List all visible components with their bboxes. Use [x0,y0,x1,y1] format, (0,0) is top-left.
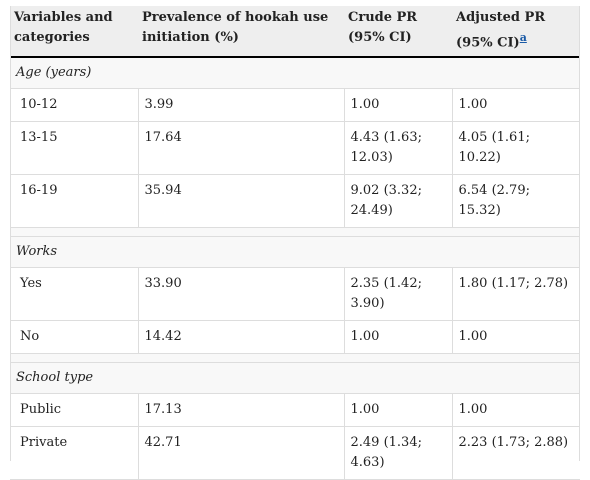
crude-pr-cell: 2.35 (1.42; 3.90) [344,267,453,322]
crude-pr-value: 1.00 [350,329,380,345]
header-adjusted-line2: (95% CI) [456,35,520,51]
header-variables: Variables and categories [10,6,138,59]
prevalence-cell: 3.99 [138,88,345,123]
category-cell: 13-15 [10,121,139,176]
header-prevalence-line2: initiation (%) [142,30,239,45]
adjusted-pr-cell: 6.54 (2.79; 15.32) [452,174,580,229]
footnote-a-link[interactable]: a [519,31,527,44]
header-variables-line2: categories [14,30,90,45]
prevalence-cell: 17.13 [138,393,345,428]
table-row: 16-19 35.94 9.02 (3.32; 24.49) 6.54 (2.79… [10,174,580,229]
header-adjusted-pr: Adjusted PR (95% CI)a [452,6,580,59]
category-cell: 16-19 [10,174,139,229]
header-variables-line1: Variables and [14,10,113,25]
crude-pr-value: 2.35 (1.42; [350,276,422,292]
table-body: Age (years) 10-12 3.99 1.00 1.00 13-15 1… [10,57,580,480]
table-row: No 14.42 1.00 1.00 [10,320,580,355]
adjusted-pr-value: 1.00 [458,329,488,345]
category-cell: No [10,320,139,355]
crude-pr-value: 1.00 [350,97,380,113]
crude-pr-value: 2.49 (1.34; [350,435,422,451]
crude-pr-value-cont: 12.03) [350,150,393,166]
adjusted-pr-value-cont: 15.32) [458,203,501,219]
adjusted-pr-cell: 1.00 [452,320,580,355]
adjusted-pr-cell: 1.80 (1.17; 2.78) [452,267,580,322]
header-crude-line2: (95% CI) [348,30,412,45]
crude-pr-value: 1.00 [350,402,380,418]
crude-pr-value-cont: 24.49) [350,203,393,219]
crude-pr-cell: 1.00 [344,320,453,355]
adjusted-pr-value: 4.05 (1.61; [458,130,530,146]
crude-pr-cell: 9.02 (3.32; 24.49) [344,174,453,229]
crude-pr-cell: 4.43 (1.63; 12.03) [344,121,453,176]
prevalence-cell: 33.90 [138,267,345,322]
crude-pr-value-cont: 3.90) [350,296,385,312]
prevalence-cell: 35.94 [138,174,345,229]
adjusted-pr-value: 1.00 [458,97,488,113]
adjusted-pr-value: 2.23 (1.73; 2.88) [458,435,569,451]
table-row: 10-12 3.99 1.00 1.00 [10,88,580,123]
adjusted-pr-cell: 2.23 (1.73; 2.88) [452,426,580,480]
prevalence-cell: 42.71 [138,426,345,480]
header-prevalence-line1: Prevalence of hookah use [142,10,329,25]
crude-pr-cell: 1.00 [344,88,453,123]
adjusted-pr-value: 1.00 [458,402,488,418]
header-prevalence: Prevalence of hookah use initiation (%) [138,6,344,59]
header-row: Variables and categories Prevalence of h… [10,6,580,59]
prevalence-cell: 14.42 [138,320,345,355]
category-cell: Public [10,393,139,428]
section-spacer [10,353,580,364]
crude-pr-cell: 2.49 (1.34; 4.63) [344,426,453,480]
crude-pr-value-cont: 4.63) [350,455,385,471]
adjusted-pr-cell: 4.05 (1.61; 10.22) [452,121,580,176]
header-adjusted-line1: Adjusted PR [456,10,546,25]
category-cell: Yes [10,267,139,322]
header-crude-pr: Crude PR (95% CI) [344,6,452,59]
section-works: Works [10,236,580,269]
section-age: Age (years) [10,57,580,90]
page: Variables and categories Prevalence of h… [10,6,580,480]
adjusted-pr-cell: 1.00 [452,393,580,428]
crude-pr-value: 9.02 (3.32; [350,183,422,199]
adjusted-pr-value-cont: 10.22) [458,150,501,166]
section-spacer [10,227,580,238]
adjusted-pr-cell: 1.00 [452,88,580,123]
adjusted-pr-value: 1.80 (1.17; 2.78) [458,276,569,292]
prevalence-cell: 17.64 [138,121,345,176]
spacer-cell [10,353,580,364]
section-title: Works [10,236,580,269]
crude-pr-cell: 1.00 [344,393,453,428]
prevalence-table: Variables and categories Prevalence of h… [10,6,580,480]
section-school-type: School type [10,362,580,395]
category-cell: Private [10,426,139,480]
table-row: Private 42.71 2.49 (1.34; 4.63) 2.23 (1.7… [10,426,580,480]
header-crude-line1: Crude PR [348,10,418,25]
adjusted-pr-value: 6.54 (2.79; [458,183,530,199]
table-row: Public 17.13 1.00 1.00 [10,393,580,428]
section-title: School type [10,362,580,395]
section-title: Age (years) [10,57,580,90]
table-row: Yes 33.90 2.35 (1.42; 3.90) 1.80 (1.17; 2… [10,267,580,322]
spacer-cell [10,227,580,238]
crude-pr-value: 4.43 (1.63; [350,130,422,146]
category-cell: 10-12 [10,88,139,123]
table-row: 13-15 17.64 4.43 (1.63; 12.03) 4.05 (1.61… [10,121,580,176]
